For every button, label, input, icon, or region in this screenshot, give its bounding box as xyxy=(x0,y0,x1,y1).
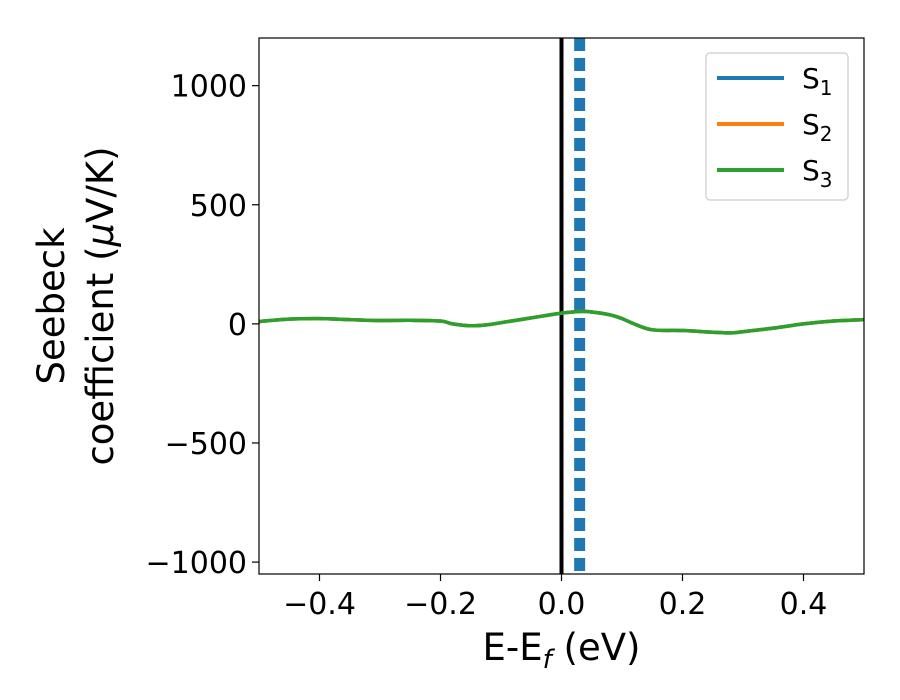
legend-box xyxy=(705,52,849,201)
y-tick-label: −1000 xyxy=(146,546,247,581)
y-axis-label-line2: coefficient (μV/K) xyxy=(79,146,122,465)
y-axis-label: Seebeck coefficient (μV/K) xyxy=(30,146,122,465)
y-tick-label: −500 xyxy=(165,427,247,462)
y-tick-label: 1000 xyxy=(171,70,247,105)
legend-label-s1: S1 xyxy=(802,62,833,100)
x-tick-label: 0.4 xyxy=(780,587,828,622)
legend: S1 S2 S3 xyxy=(705,52,849,201)
y-tick-label: 500 xyxy=(190,189,247,224)
x-tick-label: −0.4 xyxy=(283,587,356,622)
legend-label-s3: S3 xyxy=(802,154,833,192)
x-axis: −0.4 −0.2 0.0 0.2 0.4 xyxy=(283,574,827,622)
y-axis-label-line1: Seebeck xyxy=(30,227,73,385)
series-line-s3 xyxy=(259,309,864,335)
y-tick-label: 0 xyxy=(228,308,247,343)
plot-area xyxy=(259,38,864,574)
x-tick-label: 0.2 xyxy=(659,587,707,622)
y-axis: −1000 −500 0 500 1000 xyxy=(146,70,259,581)
x-axis-label: E-Ef (eV) xyxy=(483,626,641,675)
x-tick-label: −0.2 xyxy=(404,587,477,622)
legend-label-s2: S2 xyxy=(802,108,833,146)
x-tick-label: 0.0 xyxy=(538,587,586,622)
plot-marks xyxy=(259,38,864,574)
